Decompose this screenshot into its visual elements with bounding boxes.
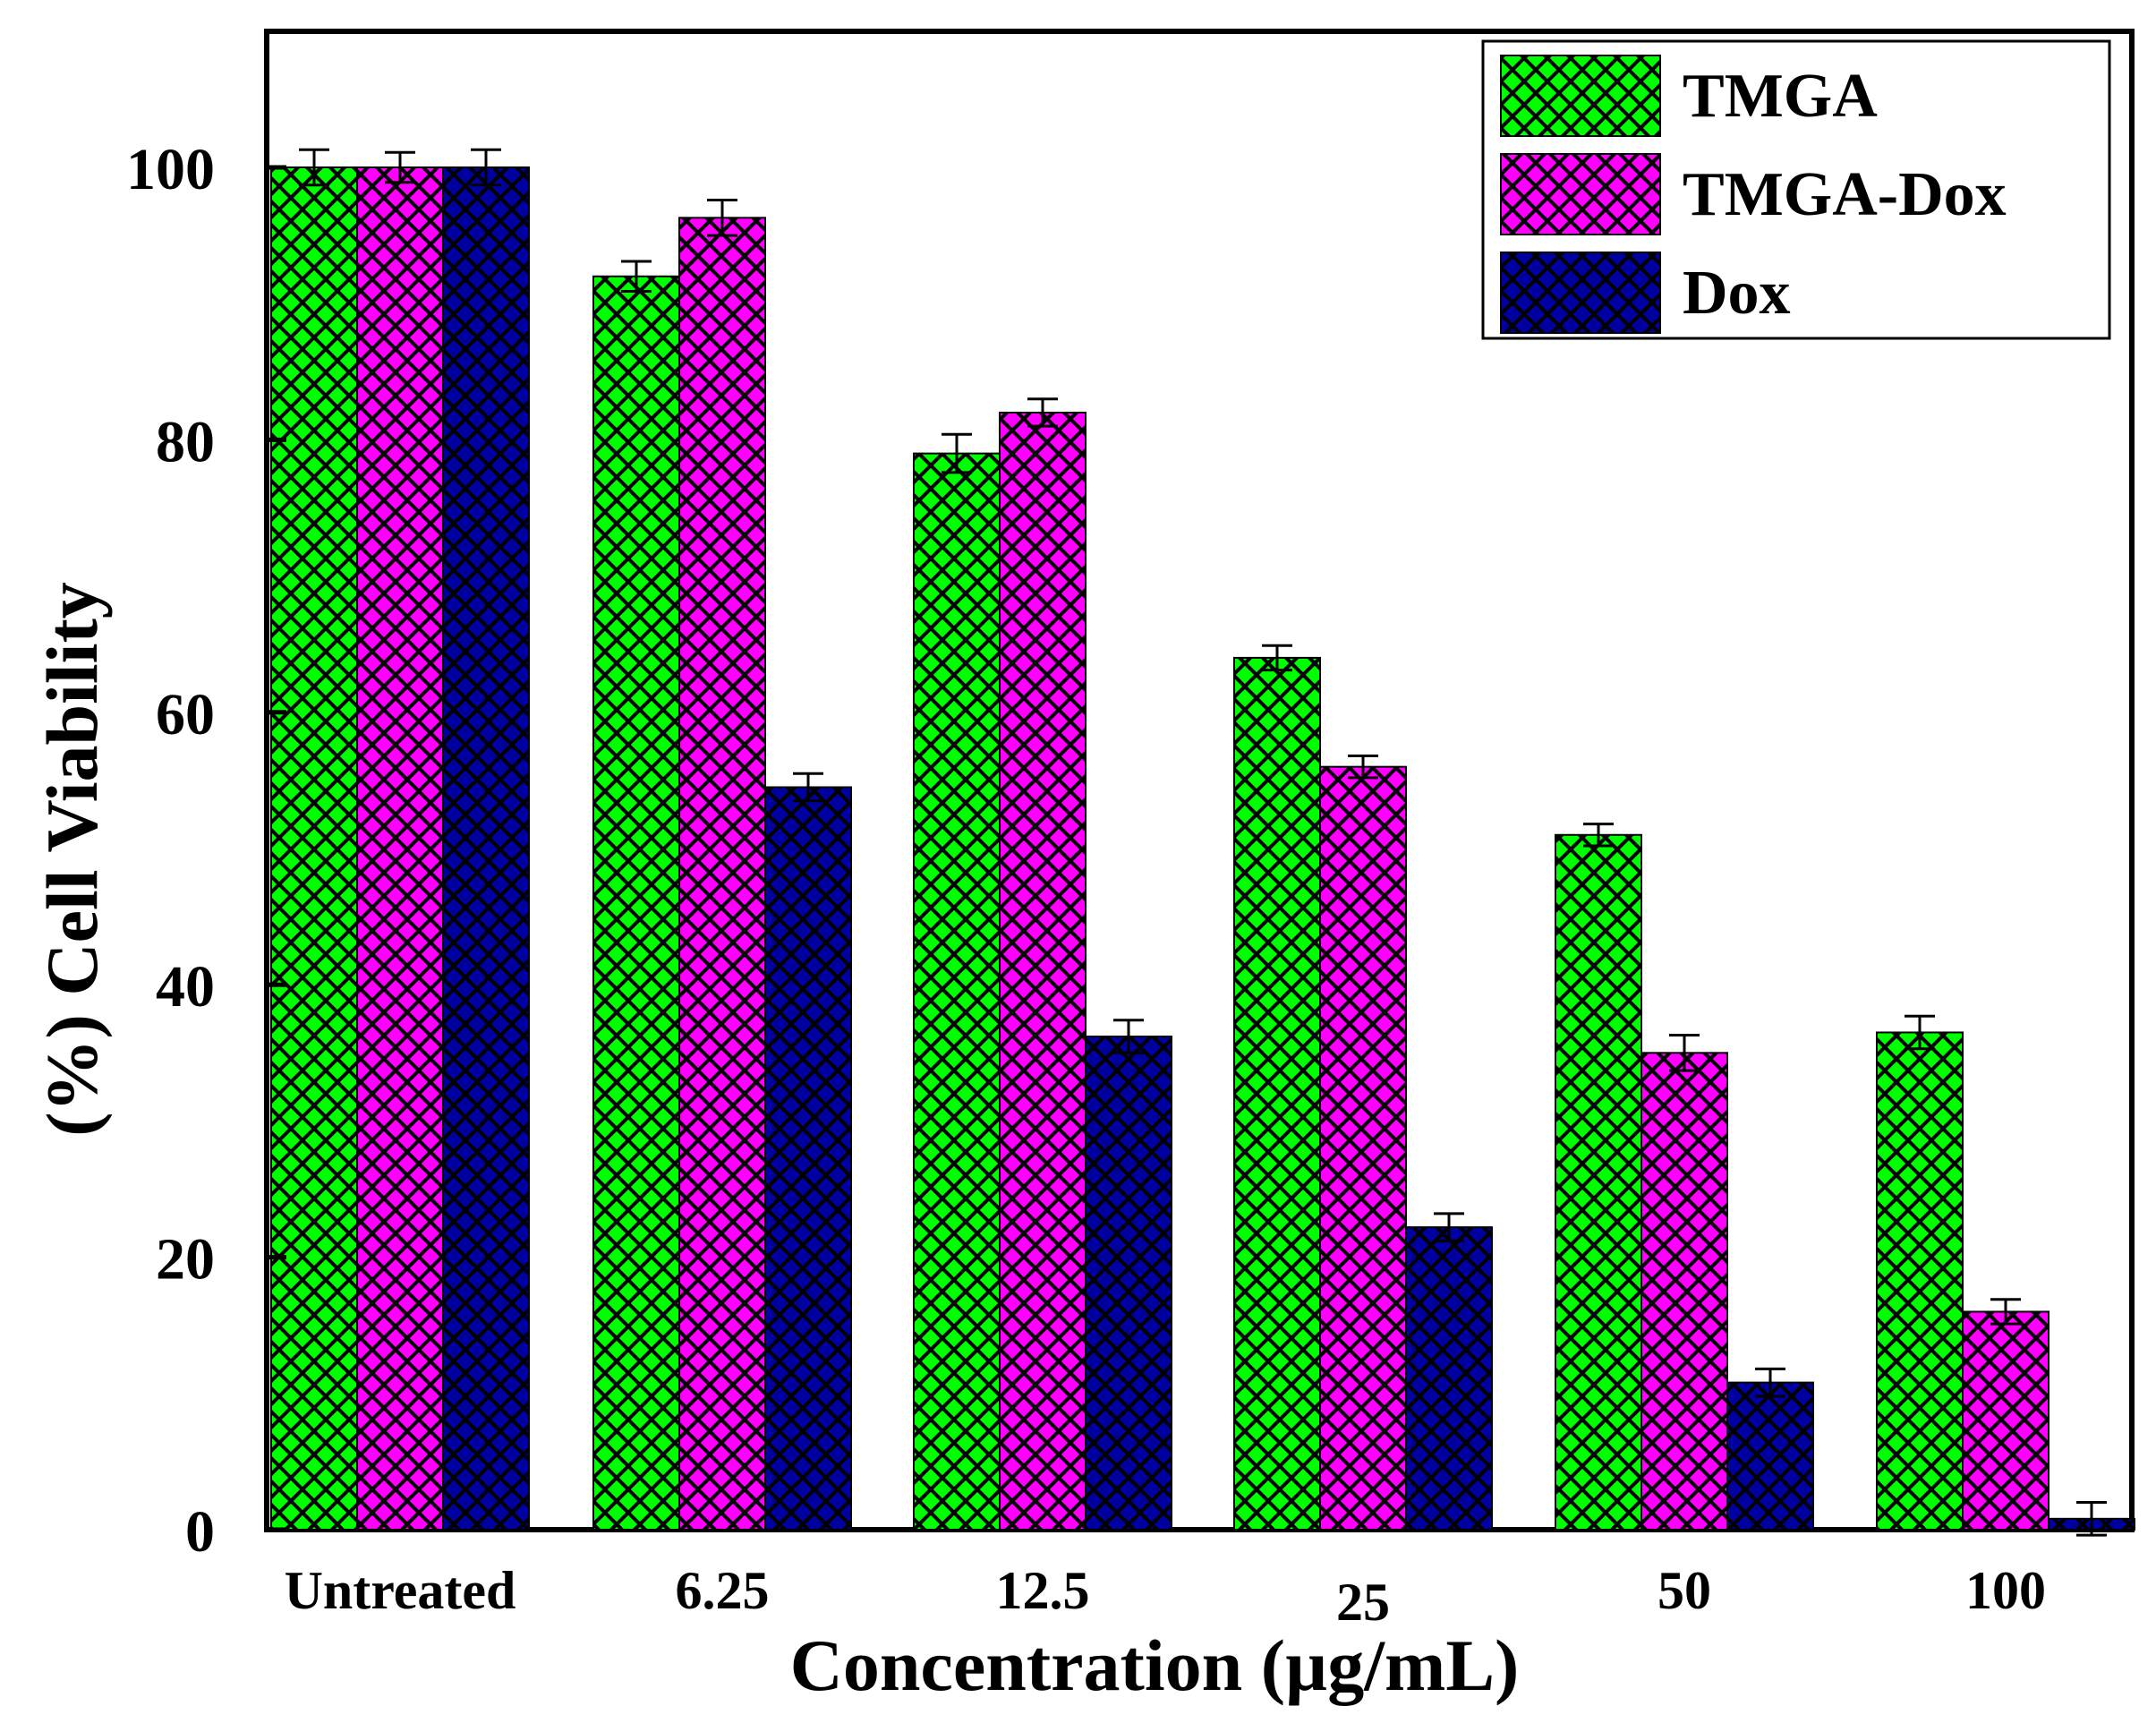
legend-swatch-tmga-dox [1500,153,1661,235]
error-bar-dox-4 [1755,1367,1785,1398]
y-tick-label: 0 [185,1499,215,1565]
bars-layer [270,166,2135,1531]
error-bar-tmga-0 [299,148,329,187]
bar-tmga-dox-5 [1962,1310,2049,1531]
error-bar-tmga-dox-1 [707,199,737,237]
bar-tmga-4 [1555,833,1642,1531]
x-tick-label: 6.25 [676,1561,770,1620]
legend: TMGA TMGA-Dox Dox [1481,39,2111,340]
legend-swatch-dox [1500,252,1661,334]
error-bar-tmga-dox-2 [1027,397,1058,428]
x-tick-label: 25 [1336,1573,1390,1632]
error-bar-tmga-3 [1262,644,1292,672]
bar-tmga-3 [1233,656,1321,1531]
error-bar-dox-1 [793,772,823,803]
bar-dox-1 [764,786,852,1531]
y-tick-label: 80 [156,409,215,474]
error-bar-dox-5 [2076,1501,2107,1537]
x-tick-label: Untreated [285,1561,516,1620]
error-bar-dox-3 [1434,1212,1464,1242]
y-tick-label: 40 [156,954,215,1019]
x-tick-label: 12.5 [996,1561,1090,1620]
bar-tmga-dox-2 [999,411,1087,1531]
bar-tmga-dox-3 [1319,765,1407,1531]
plot-area [264,29,2135,1532]
error-bar-tmga-1 [621,260,652,294]
bar-dox-2 [1085,1036,1172,1531]
bar-tmga-dox-1 [678,217,766,1531]
x-axis-ticks: Untreated 6.25 12.5 25 50 100 [285,1561,2046,1632]
y-tick-label: 20 [156,1227,215,1292]
y-axis-ticks: 0 20 40 60 80 100 [126,137,286,1565]
error-bar-tmga-dox-3 [1348,755,1378,780]
error-bar-tmga-2 [942,432,972,474]
legend-label-dox: Dox [1683,259,1791,328]
error-bar-tmga-dox-5 [1990,1298,2021,1326]
bar-dox-0 [442,166,530,1531]
error-bar-tmga-4 [1583,823,1614,848]
legend-swatch-tmga [1500,55,1661,137]
bar-dox-3 [1405,1226,1493,1531]
bar-tmga-2 [913,452,1001,1531]
bar-tmga-dox-0 [356,166,444,1531]
error-bar-tmga-5 [1905,1014,1935,1051]
x-tick-label: 50 [1657,1561,1711,1620]
legend-label-tmga: TMGA [1683,62,1878,131]
error-bar-tmga-dox-0 [385,150,415,184]
bar-tmga-dox-4 [1640,1052,1728,1531]
y-tick-label: 100 [126,137,215,202]
bar-tmga-0 [270,166,358,1531]
legend-label-tmga-dox: TMGA-Dox [1683,160,2007,229]
bar-dox-4 [1726,1381,1814,1531]
error-bar-dox-2 [1113,1019,1144,1054]
error-bar-tmga-dox-4 [1669,1034,1700,1072]
bar-tmga-1 [592,275,680,1531]
x-tick-label: 100 [1965,1561,2046,1620]
error-bars-layer [299,148,2107,1537]
x-axis-title: Concentration (µg/mL) [790,1625,1520,1706]
y-axis-title: (%) Cell Viability [31,582,113,1137]
error-bar-dox-0 [471,148,501,187]
y-tick-label: 60 [156,682,215,747]
bar-tmga-5 [1876,1031,1964,1531]
